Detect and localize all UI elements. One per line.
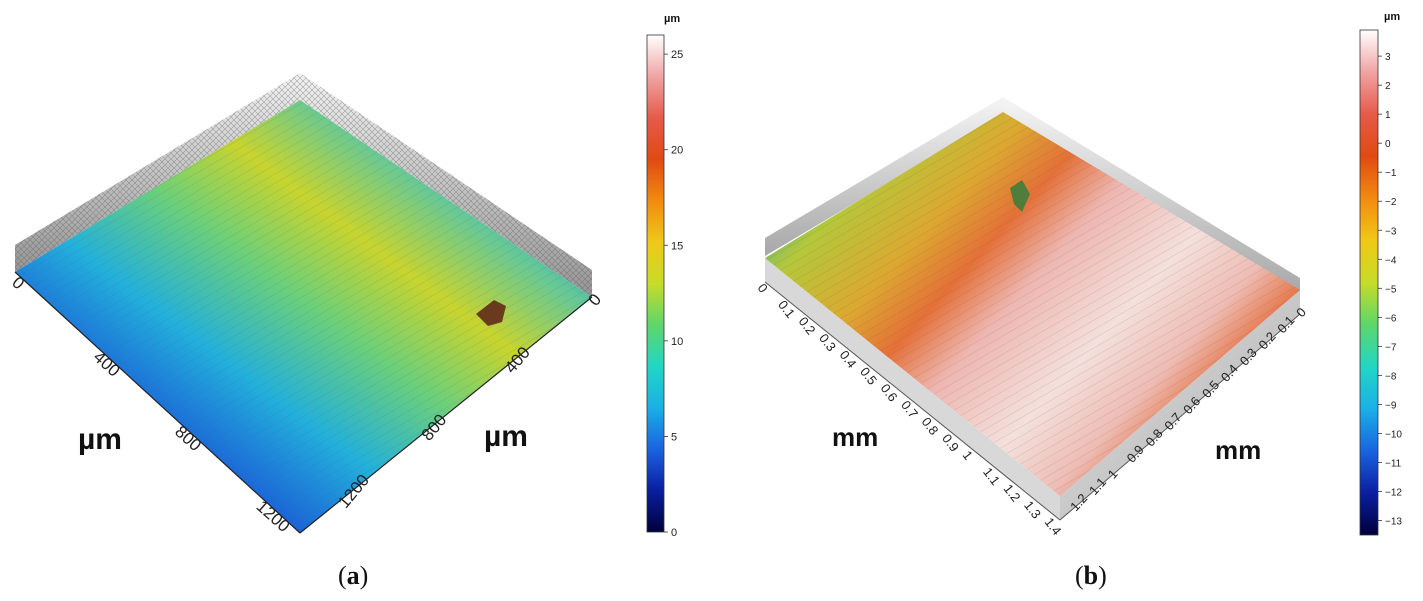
colorbar-tick-label: −6 [1385,313,1397,324]
colorbar-tick-label: −5 [1385,284,1397,295]
panel-a-left-edge [14,271,301,534]
panel-b-colorbar-unit: µm [1384,11,1400,23]
panel-a-axis-label-right: µm [484,420,528,453]
panel-a-back-wall-right-mesh [300,73,592,297]
colorbar-tick-label: 0 [1385,139,1391,150]
panel-b-back-wall-left [765,97,1003,256]
panel-b-axis-label-right: mm [1215,435,1261,465]
colorbar-tick-label: −10 [1385,429,1402,440]
panel-a-caption: (a) [338,561,368,590]
colorbar-tick-label: −13 [1385,516,1402,527]
panel-b-colorbar-bar [1359,29,1379,536]
colorbar-tick-label: 20 [671,145,683,157]
panel-a-axis-label-left: µm [78,423,122,456]
panel-a-particle [476,300,506,326]
colorbar-tick-label: 15 [671,240,683,252]
colorbar-tick-label: 5 [671,431,677,443]
axis-tick-label: 0 [8,273,28,293]
colorbar-tick-label: −8 [1385,371,1397,382]
colorbar-tick-label: 0 [671,527,677,539]
colorbar-tick-label: 2 [1385,81,1391,92]
colorbar-tick-label: −12 [1385,487,1402,498]
axis-tick-label: 0 [755,281,771,296]
panel-b: 00.10.20.30.40.50.60.70.80.911.11.21.31.… [755,97,1309,538]
panel-a-colorbar: µm 0 5 10 15 20 25 [646,13,683,539]
colorbar-tick-label: 25 [671,49,683,61]
panel-a-colorbar-unit: µm [664,13,680,25]
panel-b-debris [1010,180,1030,212]
panel-b-caption: (b) [1075,561,1107,590]
panel-b-colorbar: µm 3 2 1 0 −1 −2 −3 −4 −5 −6 −7 −8 −9 −10 −11 −12 −13 [1359,11,1402,536]
colorbar-tick-label: 1 [1385,110,1391,121]
panel-a-right-edge [299,296,593,534]
colorbar-tick-label: −9 [1385,400,1397,411]
axis-tick-label: 1 [960,448,976,463]
panel-a-colorbar-ticks: 0 5 10 15 20 25 [664,49,683,539]
panel-b-front-side-left [765,258,1060,520]
panel-b-right-edge [1059,313,1301,521]
panel-b-axis-label-left: mm [832,422,878,452]
panel-b-front-side-right [1060,290,1300,520]
colorbar-tick-label: −7 [1385,342,1397,353]
panel-b-left-edge [764,281,1061,521]
panel-a-colorbar-bar [646,34,665,533]
panel-a-surface-texture [15,100,592,533]
colorbar-tick-label: −2 [1385,197,1397,208]
colorbar-tick-label: −11 [1385,458,1402,469]
panel-b-colorbar-ticks: 3 2 1 0 −1 −2 −3 −4 −5 −6 −7 −8 −9 −10 −11 −12 −13 [1378,52,1402,527]
colorbar-tick-label: −3 [1385,226,1397,237]
colorbar-tick-label: −1 [1385,168,1397,179]
colorbar-tick-label: −4 [1385,255,1397,266]
colorbar-tick-label: 3 [1385,52,1391,63]
axis-tick-label: 0 [585,290,606,309]
colorbar-tick-label: 10 [671,336,683,348]
panel-a-back-wall-left-mesh [15,73,300,272]
panel-b-surface-texture [765,112,1300,496]
